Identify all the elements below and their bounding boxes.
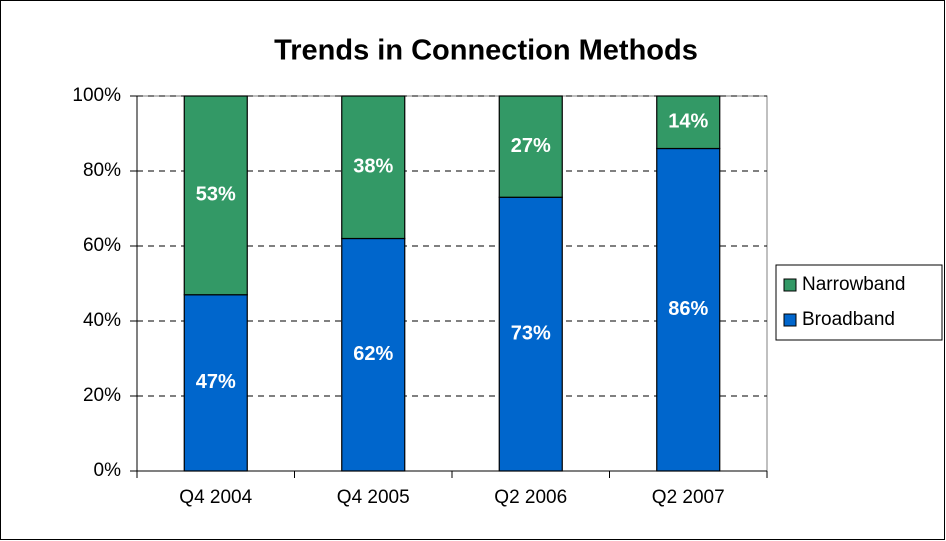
y-tick-label: 40% [83, 310, 121, 331]
bar-segment [341, 95, 406, 240]
value-label: 47% [196, 371, 236, 393]
legend-box [775, 264, 943, 341]
bar-segment [656, 147, 721, 472]
bar-segment [498, 95, 563, 198]
chart-title: Trends in Connection Methods [274, 35, 698, 67]
y-tick-label: 100% [72, 85, 121, 106]
legend-swatch [783, 278, 797, 292]
bar-segment [183, 294, 248, 472]
bar-segment [183, 95, 248, 296]
bar-segment [341, 237, 406, 472]
y-tick-label: 0% [94, 460, 122, 481]
x-tick-label: Q2 2006 [494, 487, 567, 508]
x-tick-label: Q2 2007 [652, 487, 725, 508]
value-label: 73% [511, 322, 551, 344]
value-label: 27% [511, 135, 551, 157]
value-label: 14% [668, 111, 708, 133]
bar-segment [656, 95, 721, 150]
x-tick-label: Q4 2005 [337, 487, 410, 508]
value-label: 53% [196, 184, 236, 206]
legend-label: Broadband [802, 309, 895, 330]
y-tick-label: 20% [83, 385, 121, 406]
legend-label: Narrowband [802, 274, 906, 295]
value-label: 86% [668, 298, 708, 320]
value-label: 38% [353, 156, 393, 178]
legend-swatch [783, 313, 797, 327]
y-tick-label: 60% [83, 235, 121, 256]
y-tick-label: 80% [83, 160, 121, 181]
x-tick-label: Q4 2004 [179, 487, 252, 508]
value-label: 62% [353, 343, 393, 365]
